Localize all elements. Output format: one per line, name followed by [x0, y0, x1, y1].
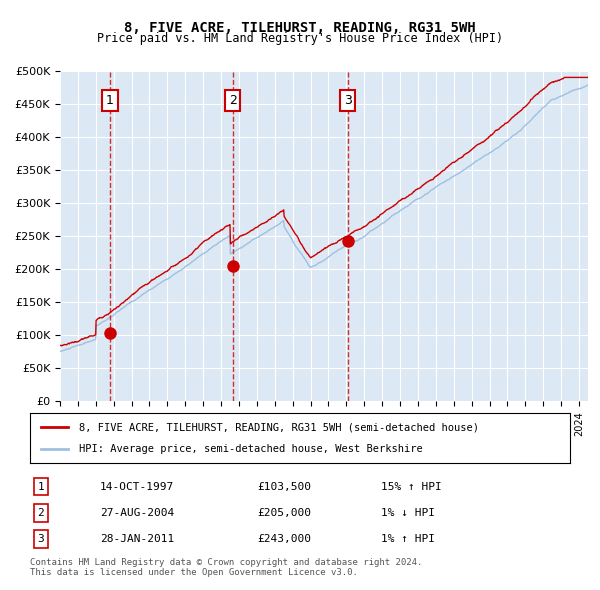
Text: 28-JAN-2011: 28-JAN-2011: [100, 534, 175, 544]
Text: 15% ↑ HPI: 15% ↑ HPI: [381, 481, 442, 491]
Text: HPI: Average price, semi-detached house, West Berkshire: HPI: Average price, semi-detached house,…: [79, 444, 422, 454]
Text: 8, FIVE ACRE, TILEHURST, READING, RG31 5WH: 8, FIVE ACRE, TILEHURST, READING, RG31 5…: [124, 21, 476, 35]
Text: 8, FIVE ACRE, TILEHURST, READING, RG31 5WH (semi-detached house): 8, FIVE ACRE, TILEHURST, READING, RG31 5…: [79, 422, 479, 432]
Text: 1: 1: [106, 94, 114, 107]
Text: 2: 2: [229, 94, 236, 107]
Text: 3: 3: [344, 94, 352, 107]
Text: Price paid vs. HM Land Registry's House Price Index (HPI): Price paid vs. HM Land Registry's House …: [97, 32, 503, 45]
Text: 27-AUG-2004: 27-AUG-2004: [100, 508, 175, 518]
Text: 1% ↑ HPI: 1% ↑ HPI: [381, 534, 435, 544]
Text: 14-OCT-1997: 14-OCT-1997: [100, 481, 175, 491]
Text: £103,500: £103,500: [257, 481, 311, 491]
Text: 1% ↓ HPI: 1% ↓ HPI: [381, 508, 435, 518]
Text: Contains HM Land Registry data © Crown copyright and database right 2024.
This d: Contains HM Land Registry data © Crown c…: [30, 558, 422, 577]
Text: £243,000: £243,000: [257, 534, 311, 544]
Text: 1: 1: [37, 481, 44, 491]
Text: £205,000: £205,000: [257, 508, 311, 518]
Text: 3: 3: [37, 534, 44, 544]
Text: 2: 2: [37, 508, 44, 518]
